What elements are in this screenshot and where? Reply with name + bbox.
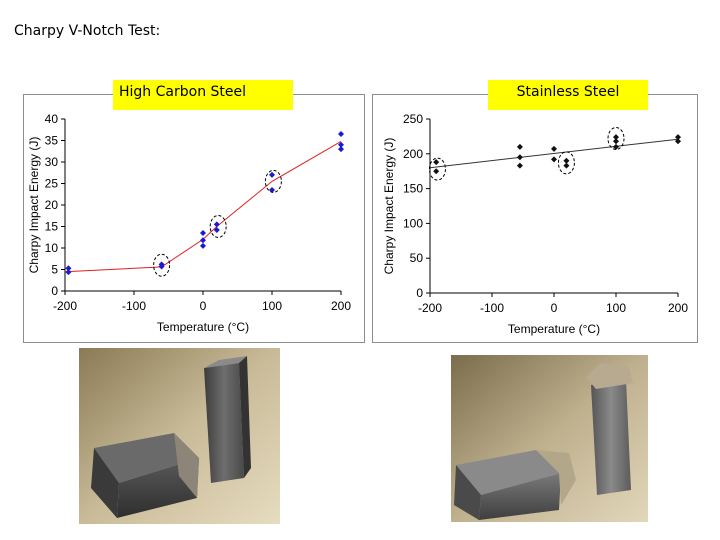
y-tick-label: 0: [416, 286, 423, 300]
label-stainless-steel: Stainless Steel: [488, 80, 648, 110]
data-point: [338, 146, 344, 153]
x-tick-label: -100: [122, 299, 146, 313]
x-tick-label: 0: [200, 299, 207, 313]
y-tick-label: 50: [410, 251, 424, 265]
y-tick-label: 35: [45, 134, 59, 148]
y-tick-label: 20: [45, 198, 59, 212]
y-tick-label: 200: [403, 147, 423, 161]
data-point: [516, 143, 523, 150]
data-point: [613, 138, 619, 145]
highlight-circle: [428, 157, 446, 181]
data-point: [65, 265, 72, 272]
highlight-circle: [153, 253, 171, 277]
highlight-circle: [607, 126, 625, 150]
data-point: [65, 269, 72, 276]
highlight-circle: [209, 215, 227, 238]
page-title: Charpy V-Notch Test:: [14, 23, 161, 39]
x-axis-label: Temperature (°C): [157, 320, 249, 334]
y-tick-label: 10: [45, 241, 59, 255]
y-axis-label: Charpy Impact Energy (J): [27, 137, 41, 274]
data-point: [516, 162, 523, 169]
data-point: [613, 134, 619, 141]
y-tick-label: 100: [403, 216, 423, 230]
y-tick-label: 30: [45, 155, 59, 169]
data-point: [158, 263, 165, 270]
data-point: [433, 159, 440, 166]
chart-svg-right: 0 50 100 150 200 250 -200 -100 0 100 200 Temperatur…: [382, 112, 688, 336]
data-point: [433, 168, 440, 175]
x-tick-label: 100: [606, 301, 626, 315]
trend-line: [429, 138, 679, 169]
data-point: [200, 242, 206, 249]
chart-svg-left: 0 5 10 15 20 25 30 35 40 -200 -100 0 100 200 Temperatu…: [27, 112, 351, 334]
data-point: [675, 134, 681, 141]
x-tick-label: 200: [331, 299, 351, 313]
chart-high-carbon-steel: 0 5 10 15 20 25 30 35 40 -200 -100 0 100 200 Temperatu…: [23, 94, 365, 343]
data-point: [563, 157, 570, 164]
data-point: [338, 141, 344, 148]
y-tick-label: 5: [51, 263, 58, 277]
y-tick-label: 15: [45, 220, 59, 234]
data-point: [675, 138, 681, 145]
data-point: [200, 237, 206, 244]
photo-stainless-fracture: [451, 355, 648, 522]
x-tick-label: 200: [668, 301, 688, 315]
x-tick-label: -100: [480, 301, 504, 315]
data-point: [200, 229, 206, 236]
x-tick-label: -200: [53, 299, 77, 313]
label-high-carbon-steel: High Carbon Steel: [113, 80, 293, 110]
y-tick-label: 0: [51, 284, 58, 298]
trend-line: [64, 140, 342, 273]
x-axis-label: Temperature (°C): [508, 322, 600, 336]
x-tick-label: 100: [262, 299, 282, 313]
y-tick-label: 150: [403, 182, 423, 196]
x-tick-label: -200: [418, 301, 442, 315]
x-tick-label: 0: [551, 301, 558, 315]
data-point: [551, 145, 557, 152]
y-tick-label: 250: [403, 112, 423, 126]
data-point: [551, 156, 557, 163]
data-point: [613, 143, 619, 150]
highlight-circle: [264, 169, 282, 193]
y-tick-label: 40: [45, 112, 59, 126]
y-tick-label: 25: [45, 177, 59, 191]
y-axis-label: Charpy Impact Energy (J): [382, 138, 396, 275]
data-point: [516, 154, 523, 161]
data-point: [563, 162, 570, 169]
data-point: [213, 226, 220, 233]
photo-high-carbon-fracture: [79, 348, 280, 524]
data-point: [213, 221, 220, 228]
data-point: [338, 131, 344, 138]
chart-stainless-steel: 0 50 100 150 200 250 -200 -100 0 100 200 Temperatur…: [372, 94, 698, 343]
data-point: [269, 171, 275, 178]
